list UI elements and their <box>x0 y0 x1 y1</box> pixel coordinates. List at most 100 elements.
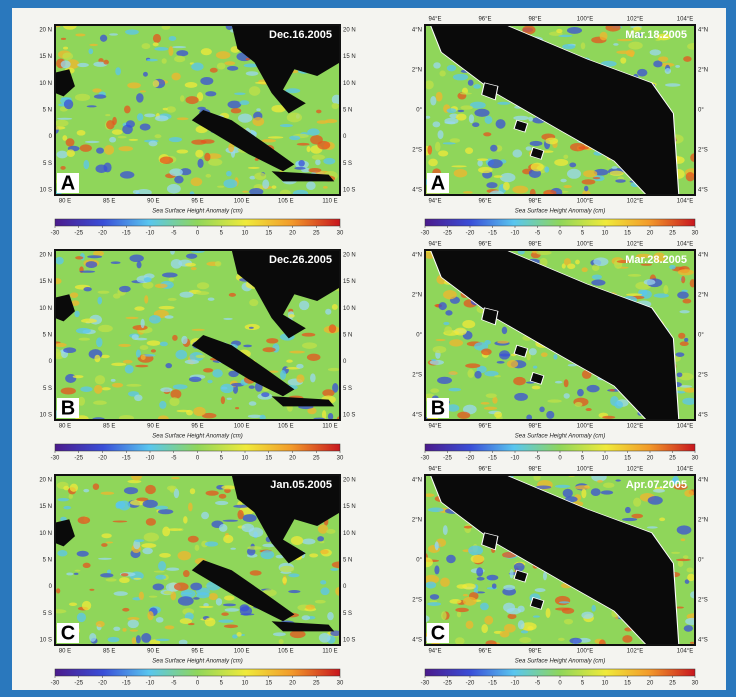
anomaly-blob <box>84 140 100 144</box>
anomaly-blob <box>598 639 606 645</box>
anomaly-blob <box>173 488 180 499</box>
colorbar-tick-label: -20 <box>98 456 107 462</box>
anomaly-blob <box>181 592 193 595</box>
anomaly-blob <box>282 576 287 584</box>
anomaly-blob <box>184 359 199 365</box>
anomaly-blob <box>684 337 689 342</box>
land <box>429 250 680 420</box>
x-label-top: 94°E <box>428 242 441 248</box>
colorbar-tick-label: 0 <box>558 231 562 237</box>
x-label: 94°E <box>428 649 441 655</box>
y-label-right: 4°S <box>698 188 708 194</box>
anomaly-blob <box>306 181 316 191</box>
anomaly-blob <box>110 261 121 265</box>
colorbar-tick-label: 15 <box>265 231 272 237</box>
anomaly-blob <box>481 624 488 634</box>
colorbar-tick-label: -20 <box>98 681 107 687</box>
anomaly-blob <box>136 261 142 269</box>
anomaly-blob <box>183 516 188 524</box>
anomaly-blob <box>149 639 161 645</box>
anomaly-blob <box>682 298 692 304</box>
anomaly-blob <box>566 26 583 34</box>
x-label-top: 96°E <box>478 467 491 473</box>
anomaly-blob <box>261 392 270 398</box>
anomaly-blob <box>553 354 558 360</box>
anomaly-blob <box>526 414 533 420</box>
anomaly-blob <box>98 557 112 560</box>
colorbar-tick-label: 25 <box>313 681 320 687</box>
anomaly-blob <box>83 159 90 170</box>
anomaly-blob <box>147 611 154 621</box>
anomaly-blob <box>190 177 203 187</box>
anomaly-blob <box>306 146 311 153</box>
y-label-left: 10 S <box>40 413 52 419</box>
colorbar-tick-label: -5 <box>535 456 541 462</box>
anomaly-blob <box>168 136 183 143</box>
anomaly-blob <box>139 123 151 131</box>
anomaly-blob <box>449 598 462 604</box>
y-label-left: 0° <box>416 108 422 114</box>
anomaly-blob <box>106 120 115 130</box>
anomaly-blob <box>118 500 131 511</box>
y-label-left: 10 N <box>39 531 52 537</box>
anomaly-blob <box>687 42 695 50</box>
x-label: 110 E <box>322 649 337 655</box>
panel-letter: A <box>61 172 75 194</box>
anomaly-blob <box>119 577 130 584</box>
x-label: 96°E <box>478 199 491 205</box>
anomaly-blob <box>289 135 301 141</box>
land <box>429 475 680 645</box>
colorbar-tick-label: 5 <box>581 231 585 237</box>
anomaly-blob <box>622 517 638 522</box>
anomaly-blob <box>463 525 473 529</box>
anomaly-blob <box>672 475 679 484</box>
colorbar-tick-label: -20 <box>466 456 475 462</box>
anomaly-blob <box>682 397 695 405</box>
anomaly-blob <box>188 502 193 512</box>
anomaly-blob <box>142 547 153 555</box>
anomaly-blob <box>556 28 563 34</box>
anomaly-blob <box>624 506 631 514</box>
anomaly-blob <box>494 411 503 418</box>
anomaly-blob <box>633 497 642 507</box>
anomaly-blob <box>55 256 64 265</box>
anomaly-blob <box>502 182 510 191</box>
anomaly-blob <box>554 380 563 384</box>
colorbar-tick-label: -25 <box>74 456 83 462</box>
anomaly-blob <box>170 476 180 480</box>
anomaly-blob <box>586 384 600 393</box>
anomaly-blob <box>637 68 648 77</box>
anomaly-blob <box>103 59 109 65</box>
anomaly-blob <box>218 619 234 623</box>
x-label: 90 E <box>147 199 159 205</box>
anomaly-blob <box>223 624 239 629</box>
anomaly-blob <box>100 573 114 578</box>
anomaly-blob <box>85 261 98 269</box>
colorbar-tick-label: 5 <box>581 681 585 687</box>
anomaly-blob <box>146 340 161 346</box>
landmass <box>231 25 340 114</box>
anomaly-blob <box>499 172 516 183</box>
anomaly-blob <box>575 259 580 265</box>
x-label: 100°E <box>577 199 593 205</box>
anomaly-blob <box>616 50 632 54</box>
anomaly-blob <box>653 60 663 68</box>
anomaly-blob <box>92 88 102 93</box>
anomaly-blob <box>449 138 461 143</box>
anomaly-blob <box>590 488 601 497</box>
anomaly-blob <box>431 359 437 362</box>
anomaly-blob <box>168 36 177 41</box>
anomaly-blob <box>497 101 511 105</box>
y-label-right: 5 N <box>343 558 352 564</box>
anomaly-blob <box>194 544 200 551</box>
colorbar-tick-label: 0 <box>196 456 200 462</box>
anomaly-blob <box>193 597 200 600</box>
anomaly-blob <box>166 106 176 113</box>
anomaly-blob <box>528 348 537 356</box>
anomaly-blob <box>533 475 541 481</box>
colorbar-caption: Sea Surface Height Anomaly (cm) <box>515 434 605 440</box>
anomaly-blob <box>581 611 594 619</box>
anomaly-blob <box>616 259 632 264</box>
anomaly-blob <box>474 370 482 379</box>
anomaly-blob <box>161 25 171 30</box>
